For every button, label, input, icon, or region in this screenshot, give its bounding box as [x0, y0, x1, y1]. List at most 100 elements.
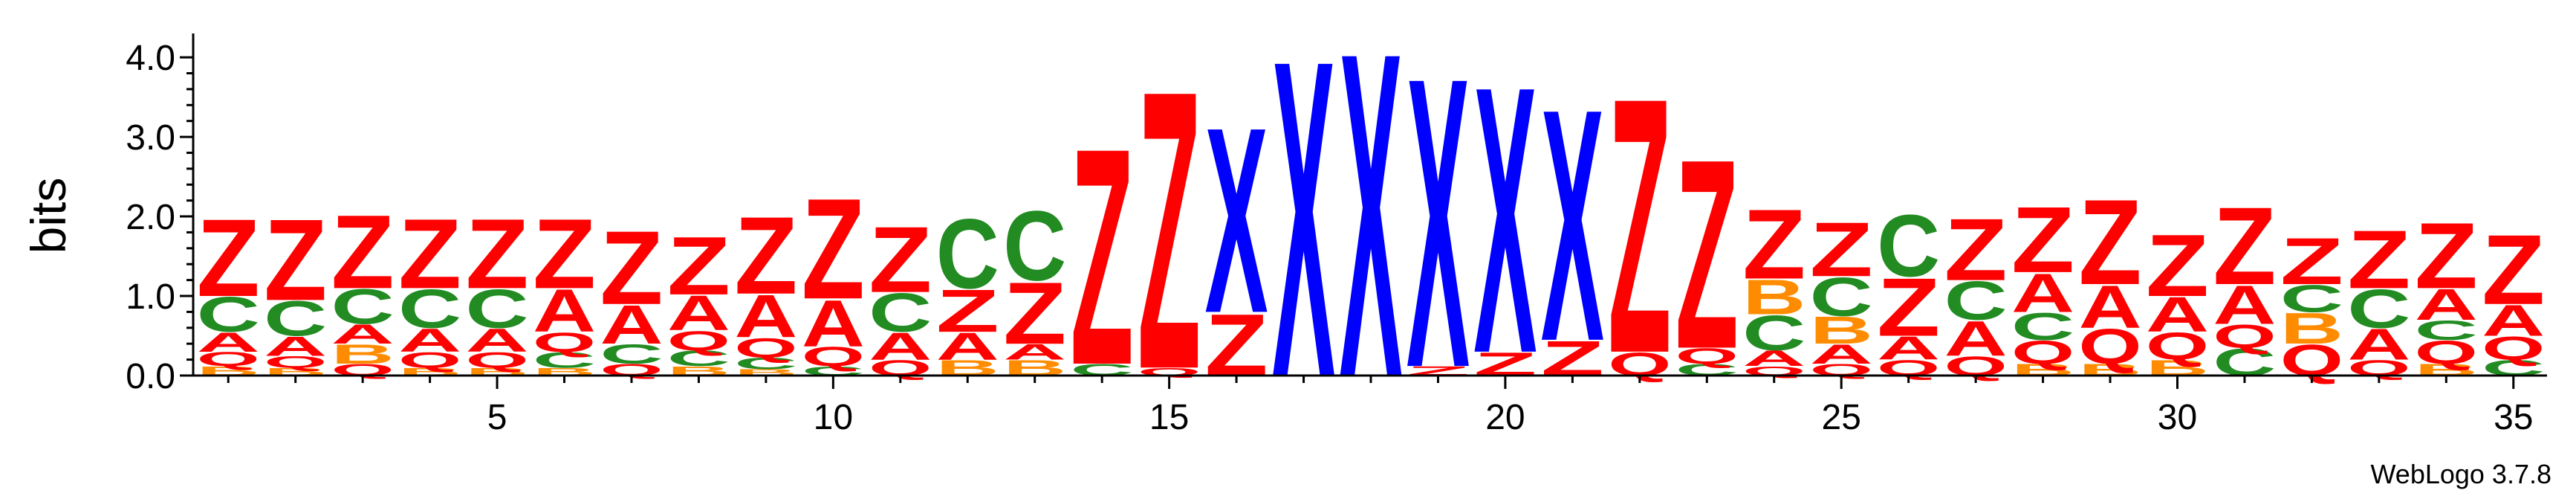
logo-letter-c: C [1742, 306, 1806, 361]
logo-letter-q: Q [2213, 318, 2276, 355]
logo-letter-z: Z [1742, 188, 1806, 300]
logo-letter-b: B [331, 339, 395, 370]
logo-letter-z: Z [1003, 265, 1066, 363]
logo-letter-q: Q [466, 347, 529, 372]
logo-letter-q: Q [2415, 333, 2478, 370]
logo-letter-c: C [1003, 190, 1066, 302]
logo-letter-c: C [734, 354, 797, 373]
logo-letter-c: C [264, 291, 327, 347]
logo-letter-c: C [197, 287, 260, 343]
logo-letter-a: A [331, 319, 395, 350]
logo-letter-a: A [2482, 296, 2545, 345]
x-tick-label: 35 [2494, 398, 2533, 437]
logo-letter-q: Q [398, 347, 461, 372]
logo-letter-z: Z [2146, 216, 2209, 315]
logo-letter-a: A [264, 331, 327, 361]
y-tick-label: 3.0 [126, 118, 175, 158]
x-tick-label: 5 [487, 398, 507, 437]
logo-letter-a: A [197, 327, 260, 358]
logo-letter-z: Z [264, 196, 327, 325]
logo-letter-b: B [1742, 270, 1806, 326]
logo-letter-z: Z [1877, 261, 1940, 354]
logo-letter-z: Z [1608, 23, 1671, 430]
logo-letter-x: X [1473, 7, 1537, 433]
logo-letter-z: Z [1675, 104, 1739, 406]
logo-letter-z: Z [2415, 204, 2478, 309]
logo-letter-z: Z [2079, 175, 2142, 311]
logo-letter-a: A [1742, 347, 1806, 371]
logo-letter-q: Q [533, 327, 596, 358]
logo-letter-a: A [466, 321, 529, 358]
x-tick-label: 25 [1822, 398, 1861, 437]
logo-letter-c: C [398, 278, 461, 340]
logo-letter-c: C [1944, 270, 2008, 332]
logo-letter-x: X [1272, 0, 1336, 472]
logo-letter-q: Q [2146, 325, 2209, 368]
logo-letter-c: C [869, 282, 932, 344]
logo-letter-c: C [600, 339, 663, 370]
logo-letter-a: A [2079, 273, 2142, 341]
weblogo-credit: WebLogo 3.7.8 [2370, 459, 2551, 489]
logo-letter-a: A [869, 325, 932, 368]
x-tick-label: 10 [814, 398, 853, 437]
logo-letter-c: C [2280, 277, 2343, 321]
logo-letter-c: C [1810, 266, 1873, 328]
logo-letter-z: Z [197, 196, 260, 320]
y-tick-label: 0.0 [126, 357, 175, 396]
logo-letter-z: Z [1071, 83, 1134, 429]
logo-letter-q: Q [2482, 329, 2545, 367]
logo-letter-a: A [802, 286, 865, 361]
y-tick-label: 2.0 [126, 198, 175, 237]
logo-letter-c: C [2347, 278, 2410, 340]
logo-letter-a: A [1003, 340, 1066, 364]
logo-letter-z: Z [466, 198, 529, 309]
logo-letter-z: Z [2213, 184, 2276, 308]
logo-letter-c: C [533, 348, 596, 373]
logo-letter-x: X [1541, 40, 1605, 410]
logo-letter-z: Z [936, 277, 999, 345]
logo-letter-z: Z [2347, 213, 2410, 306]
logo-letter-z: Z [1810, 207, 1873, 293]
x-tick-label: 30 [2158, 398, 2197, 437]
logo-letter-a: A [1810, 339, 1873, 370]
axes: 0.0 1.0 2.0 3.0 4.0 5 10 15 20 25 30 35 [126, 33, 2547, 437]
logo-letter-a: A [2213, 274, 2276, 335]
logo-letter-x: X [1205, 72, 1269, 368]
logo-letter-a: A [2415, 280, 2478, 329]
logo-letter-a: A [398, 321, 461, 358]
logo-letter-z: Z [667, 219, 730, 312]
logo-letter-c: C [1877, 197, 1940, 296]
logo-letter-z: Z [331, 193, 395, 310]
logo-letter-a: A [533, 277, 596, 345]
logo-letter-b: B [2280, 304, 2343, 353]
logo-letter-c: C [331, 279, 395, 335]
x-tick-label: 20 [1485, 398, 1525, 437]
logo-letter-q: Q [2079, 319, 2142, 375]
logo-letter-z: Z [398, 198, 461, 309]
logo-letter-z: Z [802, 169, 865, 329]
logo-letter-q: Q [802, 341, 865, 372]
logo-letter-z: Z [533, 198, 596, 309]
logo-letter-a: A [2146, 287, 2209, 343]
logo-letter-a: A [2347, 320, 2410, 369]
x-tick-label: 15 [1149, 398, 1189, 437]
logo-letter-a: A [734, 283, 797, 350]
y-tick-label: 4.0 [126, 39, 175, 78]
logo-letter-q: Q [197, 348, 260, 370]
logo-letter-a: A [600, 294, 663, 355]
logo-letter-c: C [2415, 315, 2478, 346]
logo-letter-z: Z [869, 208, 932, 313]
logo-letter-z: Z [2011, 188, 2074, 293]
logo-letter-x: X [1339, 0, 1403, 474]
logo-letter-z: Z [734, 194, 797, 318]
logo-letter-z: Z [1944, 201, 2008, 299]
logo-letter-c: C [466, 278, 529, 340]
logo-letter-q: Q [667, 326, 730, 356]
logo-letter-q: Q [264, 352, 327, 371]
logo-letter-x: X [1407, 0, 1470, 454]
logo-letter-a: A [1944, 311, 2008, 367]
logo-letter-c: C [667, 347, 730, 371]
logo-letter-q: Q [734, 332, 797, 363]
logo-letter-a: A [667, 286, 730, 341]
